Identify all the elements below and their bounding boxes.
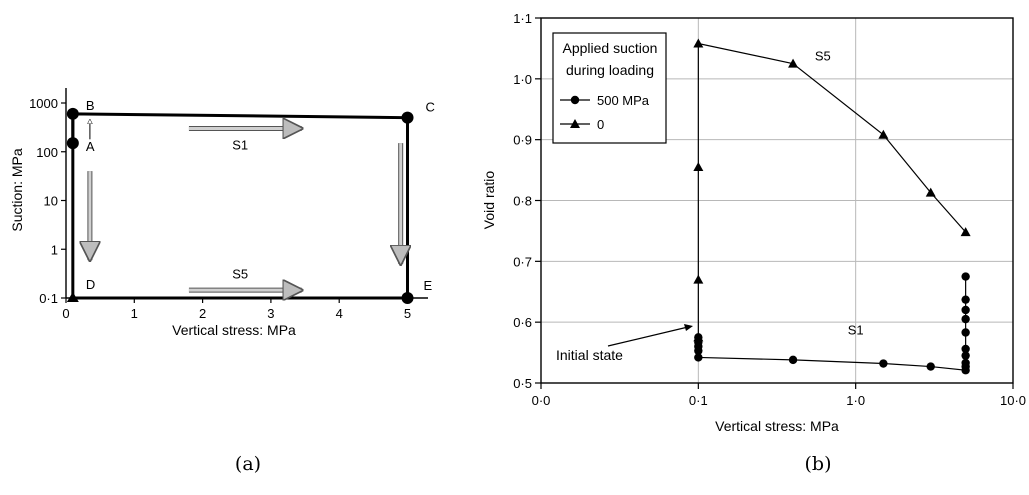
b-legend-box [552,32,667,144]
b-point-500mpa [961,305,970,315]
b-y-tick-label: 0·9 [513,133,532,148]
a-y-tick-label: 1 [51,242,58,257]
b-point-500mpa [694,353,703,362]
a-x-axis-label: Vertical stress: MPa [172,322,296,338]
b-point-zero-suction [693,38,704,48]
b-annotation-arrow [607,326,689,347]
b-x-axis-label: Vertical stress: MPa [715,418,839,434]
b-legend-label-0: 0 [597,117,604,132]
a-state-points: A B C D E [66,98,435,304]
b-point-500mpa [961,314,970,324]
b-annotation-arrowhead [684,324,693,331]
b-point-zero-suction [925,187,936,197]
a-x-tick-label: 2 [199,306,206,321]
b-legend-title-1: Applied suction [563,40,658,56]
a-y-tick-label: 10 [44,194,58,209]
panel-a-chart: 0 1 2 3 4 5 0·1 1 10 100 1000 Vertical stress: MP… [9,88,435,475]
a-x-tick-label: 0 [62,306,69,321]
b-y-tick-label: 0·5 [513,376,532,391]
b-point-zero-suction [693,162,704,172]
b-legend-label-500: 500 MPa [597,93,650,108]
a-x-tick-label: 5 [404,306,411,321]
a-y-ticks: 0·1 1 10 100 1000 [29,96,66,306]
b-x-tick-label: 10·0 [1000,393,1026,408]
b-x-ticks: 0·0 0·1 1·0 10·0 [532,383,1026,408]
a-point-label-d: D [86,277,95,292]
b-annotation-initial-state: Initial state [556,347,623,363]
b-point-500mpa [961,328,970,337]
b-legend: Applied suction during loading 500 MPa 0 [552,32,667,144]
b-legend-title-2: during loading [566,62,654,78]
b-series-label-s1: S1 [848,322,864,337]
b-point-zero-suction [788,58,799,68]
b-point-500mpa [961,272,970,281]
panel-b-chart: 0·0 0·1 1·0 10·0 0·5 0·6 0·7 0·8 0·9 1·0 1·1 Vert… [481,11,1026,475]
b-y-tick-label: 1·0 [513,72,532,87]
a-y-tick-label: 100 [36,145,58,160]
a-point-label-c: C [426,100,435,115]
b-point-500mpa [961,351,970,360]
b-y-tick-label: 1·1 [513,11,532,26]
b-point-500mpa [926,362,935,371]
b-point-zero-suction [693,274,704,284]
b-x-tick-label: 0·1 [689,393,708,408]
b-x-tick-label: 0·0 [532,393,551,408]
a-x-tick-label: 1 [131,306,138,321]
b-point-500mpa [788,355,798,365]
b-point-zero-suction [878,129,889,139]
a-path-label-s1: S1 [232,138,248,153]
a-y-tick-label: 1000 [29,96,58,111]
a-point-label-b: B [86,98,95,113]
b-x-tick-label: 1·0 [846,393,865,408]
a-point-a [66,137,79,150]
a-point-label-a: A [86,139,95,154]
b-point-500mpa [961,344,970,354]
a-x-ticks: 0 1 2 3 4 5 [62,298,411,321]
a-point-label-e: E [424,278,433,293]
b-point-500mpa [694,346,703,355]
b-legend-marker-0 [570,119,580,128]
a-point-d [66,292,79,302]
b-y-tick-label: 0·8 [513,194,532,209]
b-series-group: S1 S5 [693,38,971,375]
b-point-zero-suction [693,332,704,342]
a-y-axis-label: Suction: MPa [9,148,25,231]
b-series-line-0 [697,276,967,371]
a-point-b [66,107,79,120]
b-series-line-1 [697,42,967,338]
b-point-500mpa [961,358,970,368]
caption-b: (b) [805,453,832,475]
b-point-500mpa [961,295,970,304]
b-y-ticks: 0·5 0·6 0·7 0·8 0·9 1·0 1·1 [513,11,541,391]
b-y-tick-label: 0·6 [513,315,532,330]
b-legend-marker-500 [570,95,580,105]
b-y-tick-label: 0·7 [513,254,532,269]
caption-a: (a) [235,453,261,475]
a-stress-paths: S1 S5 [71,112,408,298]
b-point-zero-suction [960,227,971,237]
a-point-e [401,292,414,304]
b-point-500mpa [879,359,888,368]
a-point-c [401,111,414,124]
a-path-label-s5: S5 [232,267,248,282]
a-x-tick-label: 4 [336,306,343,321]
b-y-axis-label: Void ratio [481,171,497,230]
b-series-label-s5: S5 [815,49,831,64]
a-x-tick-label: 3 [267,306,274,321]
a-y-tick-label: 0·1 [39,291,58,306]
